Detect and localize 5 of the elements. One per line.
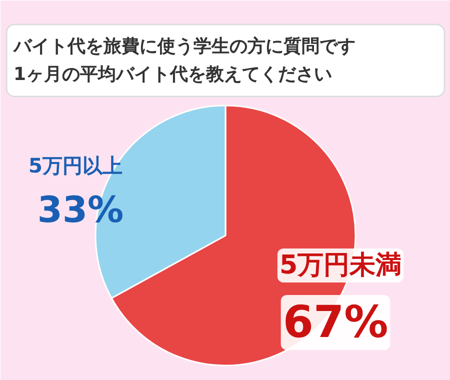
slice-label: 5万円以上 [28, 154, 122, 178]
slice-label: 5万円未満 [279, 250, 402, 280]
data-label: 67% [282, 297, 388, 348]
chart-title: バイト代を旅費に使う学生の方に質問です 1ヶ月の平均バイト代を教えてください [12, 36, 356, 86]
data-label: 33% [37, 190, 124, 231]
